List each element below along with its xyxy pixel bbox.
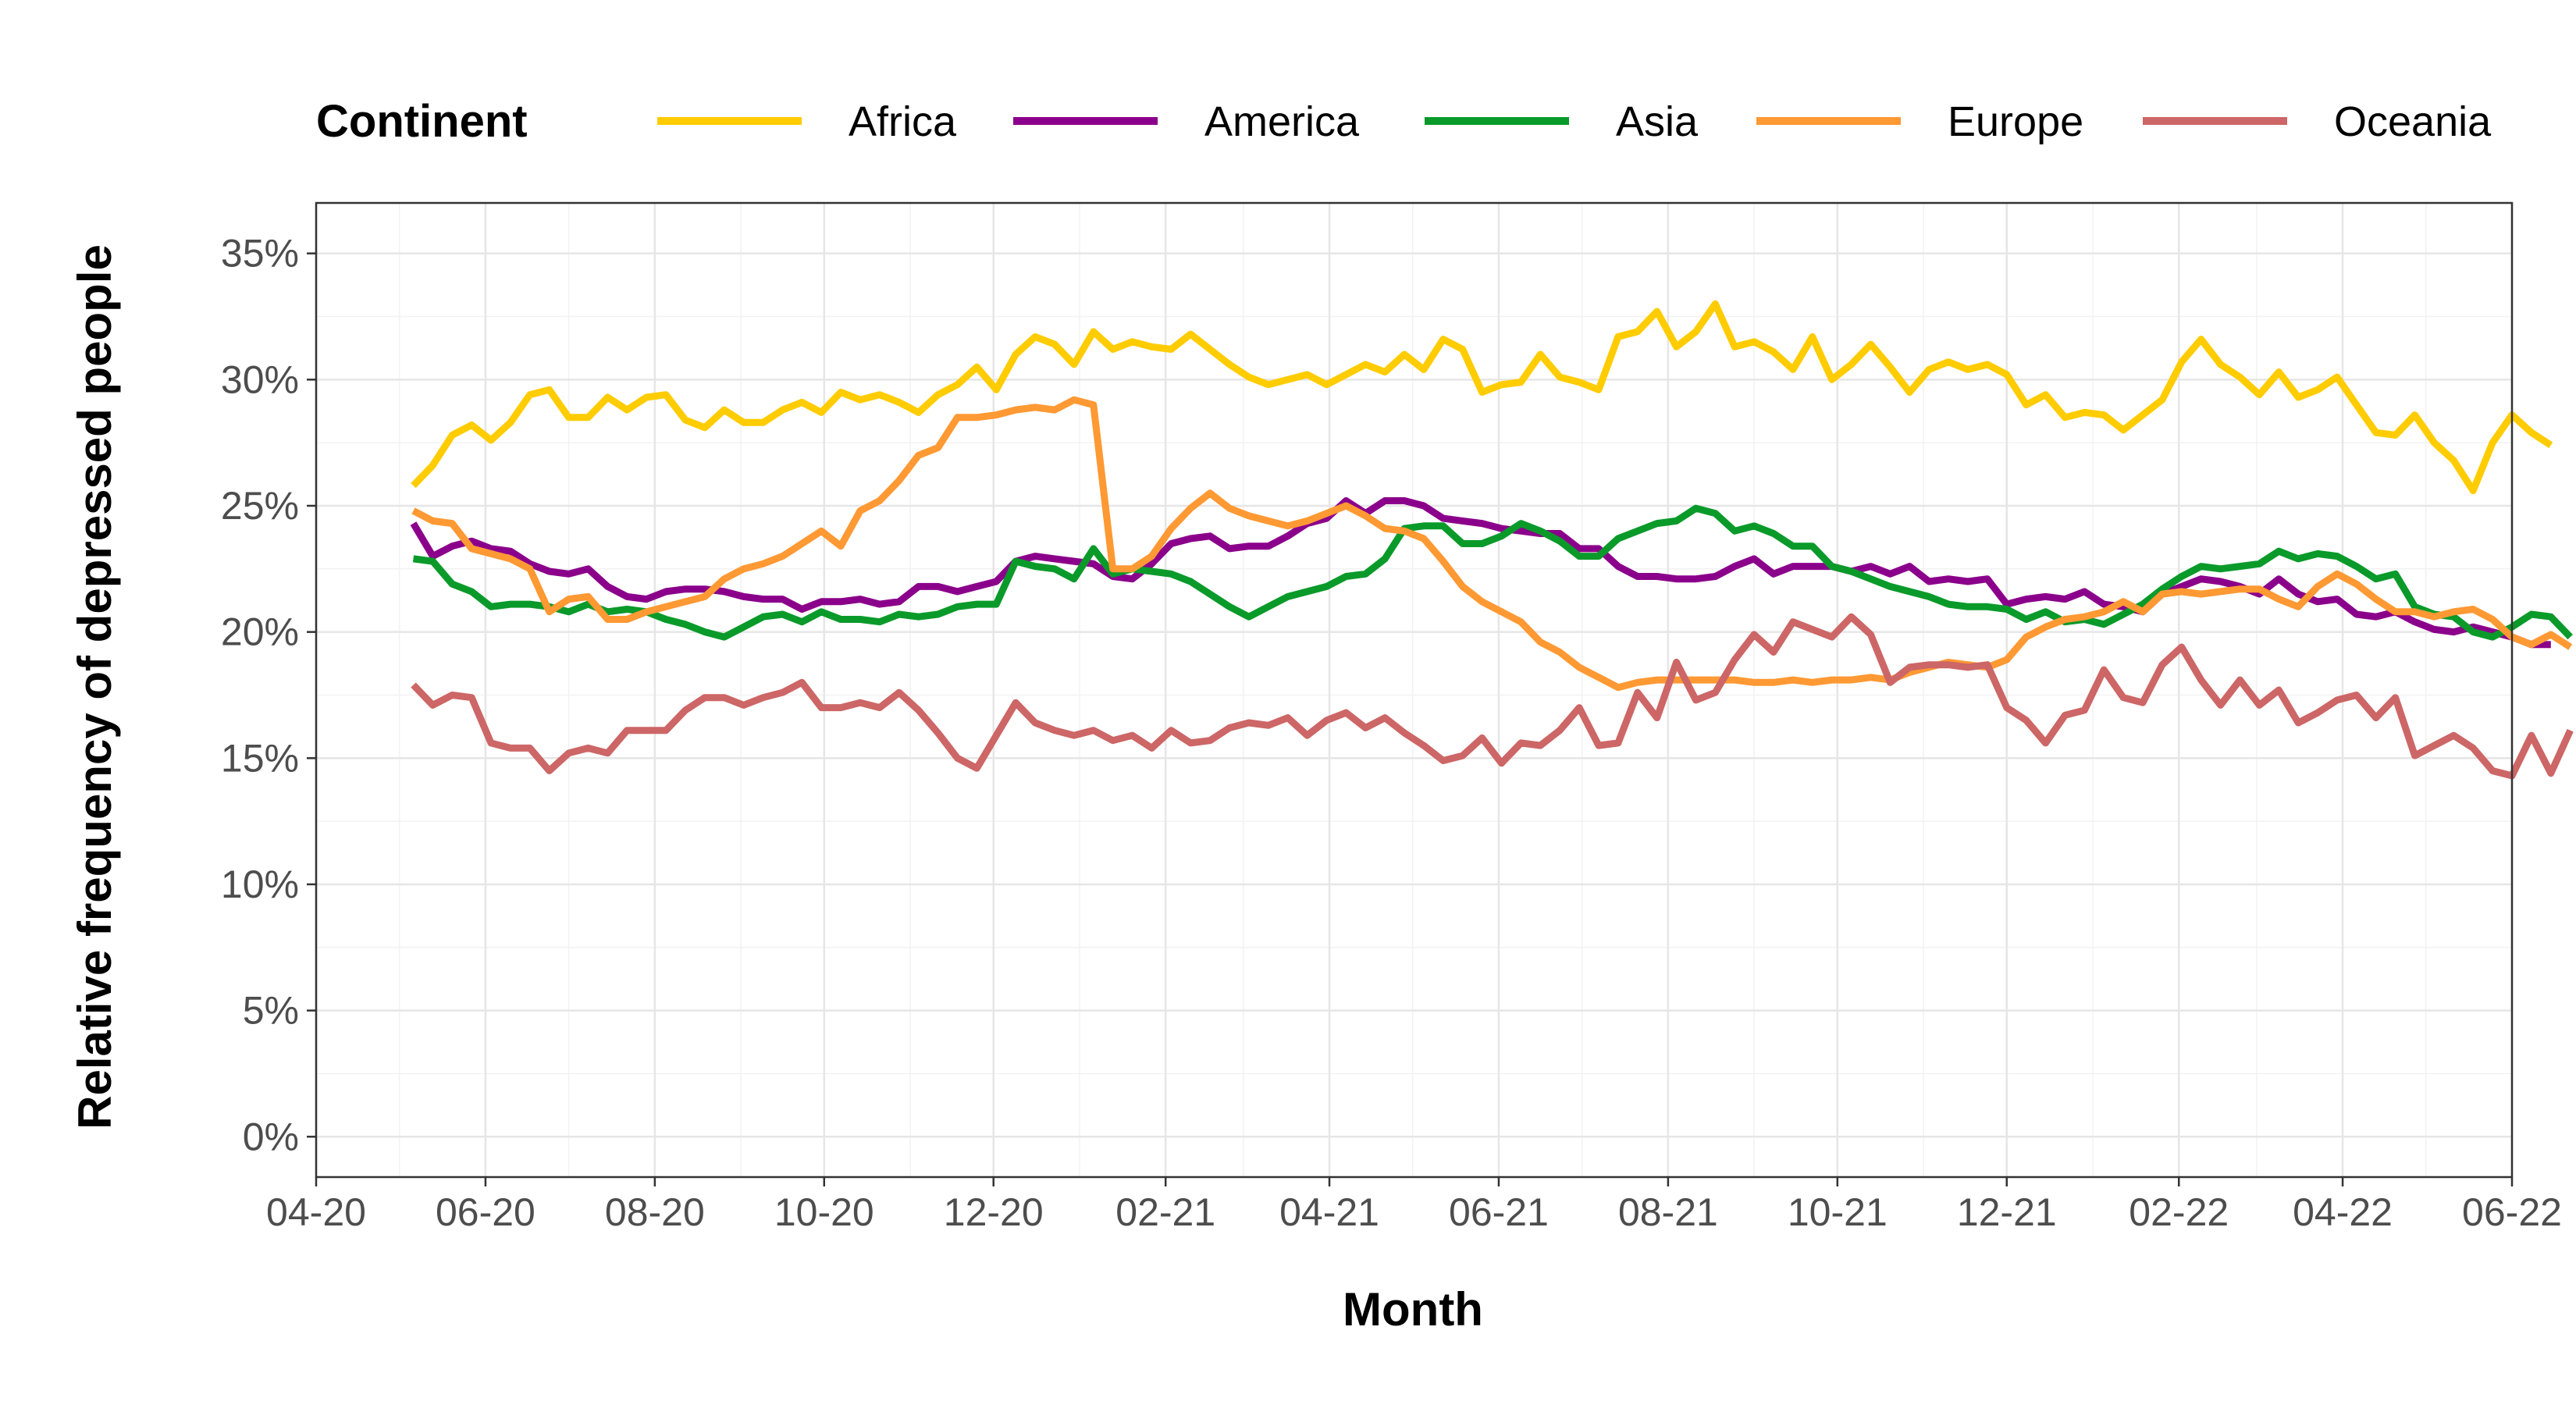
legend-items: Africa America Asia Europe Oceania (657, 98, 2492, 145)
x-tick-label: 04-22 (2293, 1190, 2393, 1234)
y-tick-label: 35% (221, 232, 299, 276)
series-line-oceania (411, 613, 2574, 780)
x-tick-label: 10-21 (1788, 1190, 1888, 1234)
series-line-europe (411, 396, 2573, 692)
legend-label-oceania: Oceania (2334, 98, 2492, 145)
y-tick-label: 0% (243, 1115, 299, 1158)
y-axis-title: Relative frequency of depressed people (69, 244, 121, 1129)
x-tick-label: 10-20 (774, 1190, 874, 1234)
legend-label-asia: Asia (1616, 98, 1699, 145)
y-tick-label: 25% (221, 484, 299, 528)
y-tick-label: 30% (221, 357, 299, 401)
panel-border (315, 201, 2514, 1179)
x-tick-label: 04-20 (266, 1190, 366, 1234)
x-tick-label: 06-21 (1449, 1190, 1549, 1234)
legend-label-america: America (1204, 98, 1360, 145)
legend-title: Continent (316, 96, 528, 147)
x-axis-title: Month (1343, 1283, 1483, 1336)
series-line-america (410, 497, 2551, 649)
x-tick-label: 02-21 (1115, 1190, 1215, 1234)
legend-label-africa: Africa (849, 98, 957, 145)
plot-panel (315, 201, 2574, 1179)
x-tick-label: 12-20 (944, 1190, 1044, 1234)
x-tick-label: 06-20 (436, 1190, 535, 1234)
x-tick-label: 04-21 (1279, 1190, 1379, 1234)
legend-label-europe: Europe (1948, 98, 2083, 145)
grid-major (315, 203, 2514, 1177)
y-tick-label: 5% (243, 989, 299, 1033)
x-tick-label: 08-21 (1618, 1190, 1718, 1234)
y-axis: 0% 5% 10% 15% 20% 25% 30% 35% (221, 232, 316, 1158)
x-tick-label: 12-21 (1957, 1190, 2057, 1234)
legend: Continent Africa America Asia Europe Oceania (316, 96, 2492, 147)
y-tick-label: 15% (221, 736, 299, 780)
series-line-africa (411, 300, 2553, 495)
x-tick-label: 08-20 (605, 1190, 705, 1234)
x-tick-label: 02-22 (2129, 1190, 2229, 1234)
y-tick-label: 10% (221, 863, 299, 906)
series-line-asia (412, 504, 2573, 641)
series-lines (410, 300, 2574, 780)
x-tick-label: 06-22 (2462, 1190, 2562, 1234)
x-axis: 04-20 06-20 08-20 10-20 12-20 02-21 04-21 06-21… (266, 1177, 2562, 1234)
grid-minor (316, 203, 2512, 1177)
y-tick-label: 20% (221, 610, 299, 654)
